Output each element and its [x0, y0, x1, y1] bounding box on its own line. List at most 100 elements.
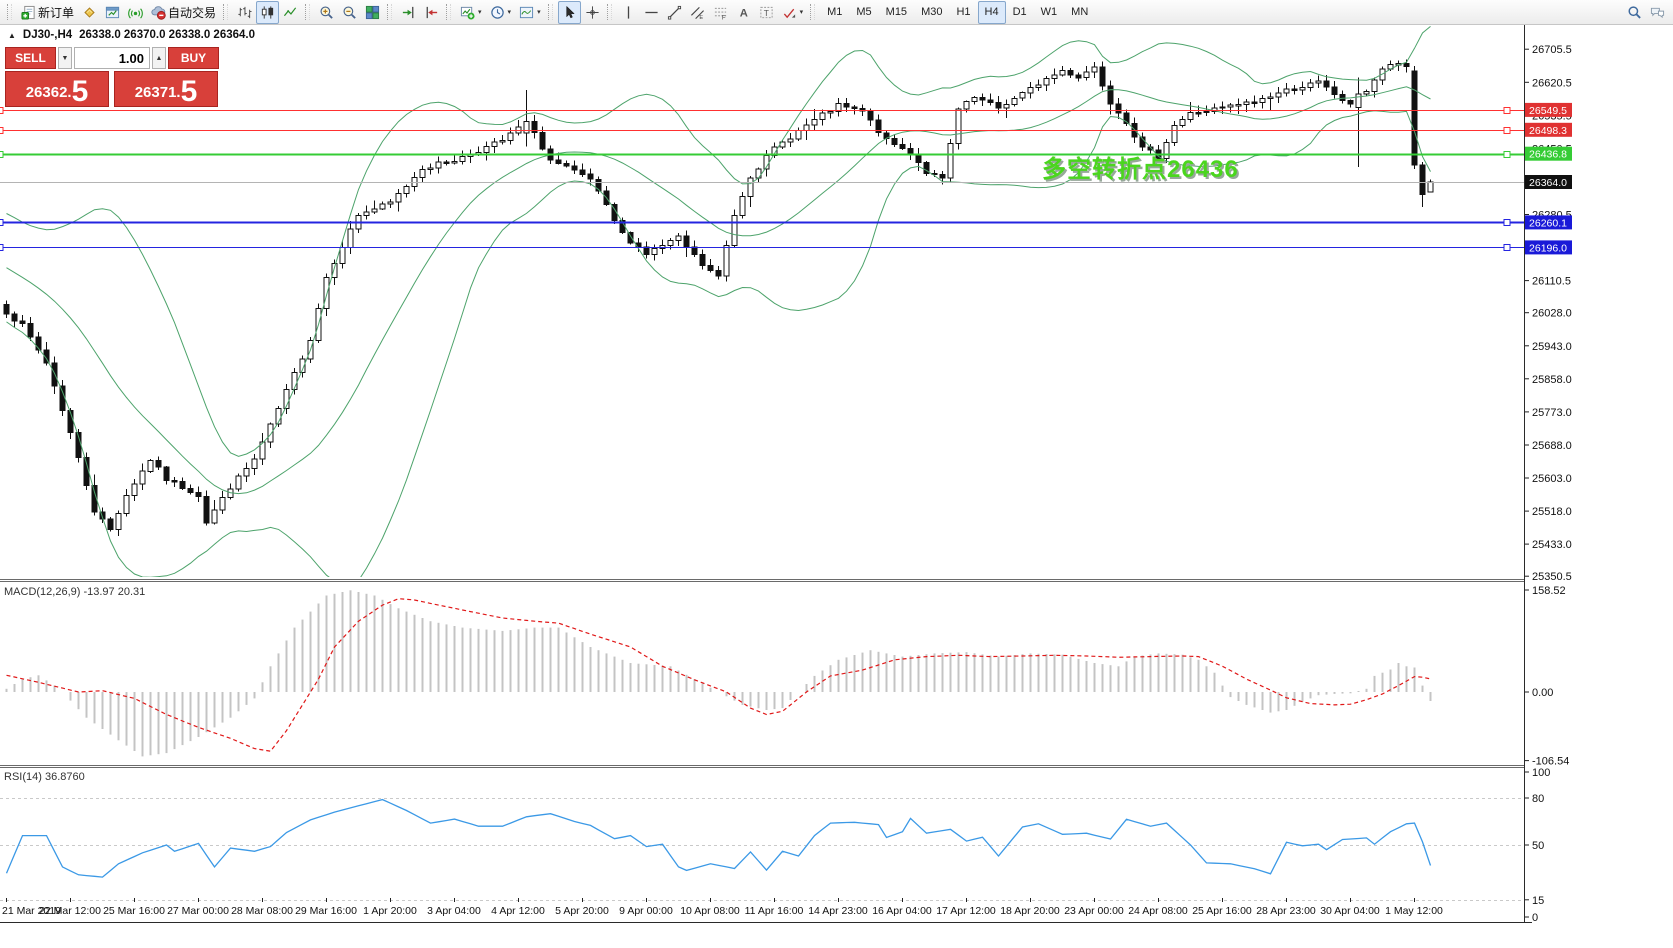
toolbar-grip — [387, 4, 393, 20]
tf-h4[interactable]: H4 — [977, 0, 1006, 24]
svg-text:25773.0: 25773.0 — [1532, 407, 1572, 419]
chart-shift-button[interactable] — [420, 1, 443, 24]
buy-button[interactable]: BUY — [168, 47, 219, 69]
sell-price[interactable]: 26362. 5 — [5, 71, 109, 107]
arrows-icon — [783, 8, 795, 18]
tile-windows-button[interactable] — [361, 1, 384, 24]
chart-shift-icon — [426, 6, 438, 18]
auto-scroll-button[interactable] — [397, 1, 420, 24]
zoom-in-button[interactable] — [315, 1, 338, 24]
auto-scroll-icon — [402, 6, 414, 18]
candles-icon — [261, 5, 274, 19]
new-order-icon — [21, 5, 35, 20]
tf-mn[interactable]: MN — [1064, 1, 1095, 24]
toolbar-grip — [810, 4, 816, 20]
dropdown-caret-icon: ▾ — [799, 9, 804, 16]
svg-text:18 Apr 20:00: 18 Apr 20:00 — [1000, 905, 1060, 917]
svg-text:1 May 12:00: 1 May 12:00 — [1385, 905, 1443, 917]
zoom-out-button[interactable] — [338, 1, 361, 24]
search-icon — [1628, 5, 1641, 19]
svg-text:RSI(14) 36.8760: RSI(14) 36.8760 — [4, 771, 85, 783]
text-button[interactable]: A — [732, 1, 755, 24]
svg-text:21 Mar 2019: 21 Mar 2019 — [2, 905, 61, 917]
signals-button[interactable] — [124, 1, 147, 24]
bar-chart-button[interactable] — [233, 1, 256, 24]
line-chart-button[interactable] — [279, 1, 302, 24]
cursor-button[interactable] — [557, 0, 581, 24]
svg-text:-106.54: -106.54 — [1532, 756, 1569, 768]
tf-w1[interactable]: W1 — [1034, 1, 1065, 24]
svg-text:27 Mar 00:00: 27 Mar 00:00 — [167, 905, 229, 917]
svg-text:26705.5: 26705.5 — [1532, 44, 1572, 56]
trendline-icon — [667, 5, 681, 20]
fibonacci-button[interactable]: F — [709, 1, 732, 24]
tf-m15[interactable]: M15 — [879, 1, 914, 24]
templates-button[interactable]: ▾ — [515, 1, 545, 24]
buy-price[interactable]: 26371. 5 — [114, 71, 218, 107]
vertical-line-button[interactable] — [617, 1, 640, 24]
volume-increase-button[interactable]: ▲ — [152, 47, 166, 69]
toolbar-grip — [223, 4, 229, 20]
svg-text:16 Apr 04:00: 16 Apr 04:00 — [872, 905, 932, 917]
candlestick-button[interactable] — [256, 0, 280, 24]
text-icon: A — [739, 7, 747, 19]
toolbar-grip — [547, 4, 553, 20]
label-button[interactable]: T — [755, 1, 778, 24]
indicators-button[interactable]: ▾ — [456, 1, 486, 24]
new-order-button[interactable]: 新订单 — [17, 1, 78, 24]
svg-text:100: 100 — [1532, 767, 1550, 779]
svg-text:25 Apr 16:00: 25 Apr 16:00 — [1192, 905, 1252, 917]
timeframe-label: D1 — [1012, 6, 1027, 18]
tf-m1[interactable]: M1 — [820, 1, 849, 24]
horizontal-line-button[interactable] — [640, 1, 663, 24]
svg-text:0.00: 0.00 — [1532, 687, 1553, 699]
svg-text:E: E — [699, 15, 703, 20]
dropdown-caret-icon: ▾ — [478, 9, 482, 16]
trendline-button[interactable] — [663, 1, 686, 24]
volume-decrease-button[interactable]: ▼ — [58, 47, 72, 69]
sell-button[interactable]: SELL — [5, 47, 56, 69]
svg-text:MACD(12,26,9) -13.97 20.31: MACD(12,26,9) -13.97 20.31 — [4, 586, 145, 598]
search-button[interactable] — [1623, 1, 1646, 24]
timeframe-label: H4 — [984, 6, 999, 18]
arrows-button[interactable]: ▾ — [778, 1, 808, 24]
svg-text:25603.0: 25603.0 — [1532, 473, 1572, 485]
svg-text:22 Mar 12:00: 22 Mar 12:00 — [39, 905, 101, 917]
tf-m30[interactable]: M30 — [914, 1, 949, 24]
price-axis[interactable]: 26705.526620.526535.526450.526280.526110… — [1524, 44, 1572, 583]
toolbar-grip — [305, 4, 311, 20]
collapse-panel-icon[interactable]: ▲ — [8, 30, 16, 40]
chat-icon — [1650, 7, 1665, 18]
channel-button[interactable]: E — [686, 1, 709, 24]
svg-text:25688.0: 25688.0 — [1532, 440, 1572, 452]
chart-title: ▲ DJ30-,H4 26338.0 26370.0 26338.0 26364… — [8, 29, 255, 41]
volume-input[interactable] — [74, 47, 150, 69]
crosshair-icon — [585, 5, 599, 19]
chat-button[interactable] — [1646, 1, 1669, 24]
quotes-button[interactable] — [78, 1, 101, 24]
buy-price-dot: . — [176, 84, 181, 101]
hline-icon — [644, 11, 658, 13]
auto-trading-button[interactable]: 自动交易 — [147, 1, 220, 24]
svg-text:14 Apr 23:00: 14 Apr 23:00 — [808, 905, 868, 917]
periods-button[interactable]: ▾ — [486, 1, 516, 24]
signals-icon — [128, 7, 143, 18]
svg-text:4 Apr 12:00: 4 Apr 12:00 — [491, 905, 545, 917]
svg-text:26110.5: 26110.5 — [1532, 276, 1571, 288]
svg-text:25518.0: 25518.0 — [1532, 506, 1572, 518]
zoom-out-icon — [343, 6, 356, 19]
pane-borders[interactable] — [0, 25, 1532, 923]
toolbar-grip — [446, 4, 452, 20]
new-chart-button[interactable] — [101, 1, 124, 24]
tf-d1[interactable]: D1 — [1006, 1, 1034, 24]
timeframe-label: MN — [1071, 6, 1089, 18]
tf-h1[interactable]: H1 — [949, 1, 977, 24]
svg-text:50: 50 — [1532, 840, 1544, 852]
tf-m5[interactable]: M5 — [849, 1, 878, 24]
svg-text:9 Apr 00:00: 9 Apr 00:00 — [619, 905, 673, 917]
svg-text:25433.0: 25433.0 — [1532, 539, 1572, 551]
crosshair-button[interactable] — [581, 1, 604, 24]
price-chart[interactable]: 26705.526620.526535.526450.526280.526110… — [0, 25, 1673, 948]
rsi-pane — [0, 798, 1524, 901]
